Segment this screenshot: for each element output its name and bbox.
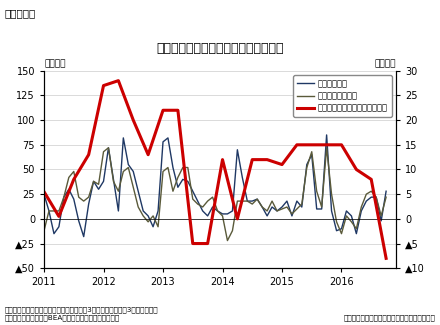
住宅着工件数 — [324, 133, 329, 137]
住宅投資（実質伸び率、右軸） — [101, 84, 106, 87]
Text: （資料）センサス局、BEAよりニッセイ基礎研究所作成: （資料）センサス局、BEAよりニッセイ基礎研究所作成 — [4, 315, 120, 321]
住宅建築許可件数 — [126, 165, 131, 169]
住宅建築許可件数 — [240, 199, 245, 203]
Text: （図表７）: （図表７） — [4, 8, 36, 18]
住宅着工件数 — [81, 235, 86, 239]
住宅建築許可件数 — [41, 229, 47, 233]
Line: 住宅建築許可件数: 住宅建築許可件数 — [44, 148, 386, 240]
住宅投資（実質伸び率、右軸） — [131, 118, 136, 122]
Text: 住宅着工件数と実質住宅投資の伸び率: 住宅着工件数と実質住宅投資の伸び率 — [156, 42, 284, 55]
住宅建築許可件数 — [190, 197, 195, 201]
住宅投資（実質伸び率、右軸） — [249, 158, 255, 162]
住宅着工件数 — [126, 162, 131, 166]
住宅投資（実質伸び率、右軸） — [339, 143, 344, 147]
住宅投資（実質伸び率、右軸） — [384, 256, 389, 260]
Legend: 住宅着工件数, 住宅建築許可件数, 住宅投資（実質伸び率、右軸）: 住宅着工件数, 住宅建築許可件数, 住宅投資（実質伸び率、右軸） — [293, 75, 392, 117]
Line: 住宅着工件数: 住宅着工件数 — [44, 135, 386, 237]
住宅投資（実質伸び率、右軸） — [220, 158, 225, 162]
Text: （注）住宅着工件数、住宅建築許可件数は3カ月移動平均後の3カ月前比年率: （注）住宅着工件数、住宅建築許可件数は3カ月移動平均後の3カ月前比年率 — [4, 306, 158, 313]
住宅投資（実質伸び率、右軸） — [116, 79, 121, 83]
住宅投資（実質伸び率、右軸） — [190, 241, 195, 245]
住宅投資（実質伸び率、右軸） — [146, 153, 151, 157]
住宅着工件数 — [235, 148, 240, 152]
住宅投資（実質伸び率、右軸） — [56, 214, 62, 218]
住宅建築許可件数 — [225, 239, 230, 242]
住宅建築許可件数 — [106, 146, 111, 150]
住宅投資（実質伸び率、右軸） — [235, 217, 240, 221]
住宅投資（実質伸び率、右軸） — [175, 108, 180, 112]
Line: 住宅投資（実質伸び率、右軸）: 住宅投資（実質伸び率、右軸） — [44, 81, 386, 258]
Text: （年率）: （年率） — [375, 60, 396, 69]
住宅着工件数 — [344, 209, 349, 213]
住宅投資（実質伸び率、右軸） — [354, 168, 359, 172]
住宅建築許可件数 — [344, 214, 349, 218]
住宅着工件数 — [41, 192, 47, 196]
Text: （年率）: （年率） — [44, 60, 66, 69]
住宅建築許可件数 — [150, 214, 156, 218]
住宅投資（実質伸び率、右軸） — [41, 190, 47, 194]
住宅着工件数 — [91, 179, 96, 183]
住宅着工件数 — [150, 225, 156, 229]
住宅投資（実質伸び率、右軸） — [86, 153, 91, 157]
住宅着工件数 — [190, 189, 195, 193]
住宅着工件数 — [384, 189, 389, 193]
住宅投資（実質伸び率、右軸） — [160, 108, 165, 112]
住宅建築許可件数 — [384, 195, 389, 199]
住宅投資（実質伸び率、右軸） — [264, 158, 270, 162]
住宅投資（実質伸び率、右軸） — [309, 143, 315, 147]
住宅建築許可件数 — [86, 195, 91, 199]
住宅投資（実質伸び率、右軸） — [324, 143, 329, 147]
住宅投資（実質伸び率、右軸） — [71, 177, 77, 181]
住宅投資（実質伸び率、右軸） — [205, 241, 210, 245]
住宅投資（実質伸び率、右軸） — [369, 177, 374, 181]
住宅投資（実質伸び率、右軸） — [294, 143, 300, 147]
住宅投資（実質伸び率、右軸） — [279, 162, 285, 166]
Text: （着工・建築許可：月次、住宅投資：四半期）: （着工・建築許可：月次、住宅投資：四半期） — [344, 315, 436, 321]
